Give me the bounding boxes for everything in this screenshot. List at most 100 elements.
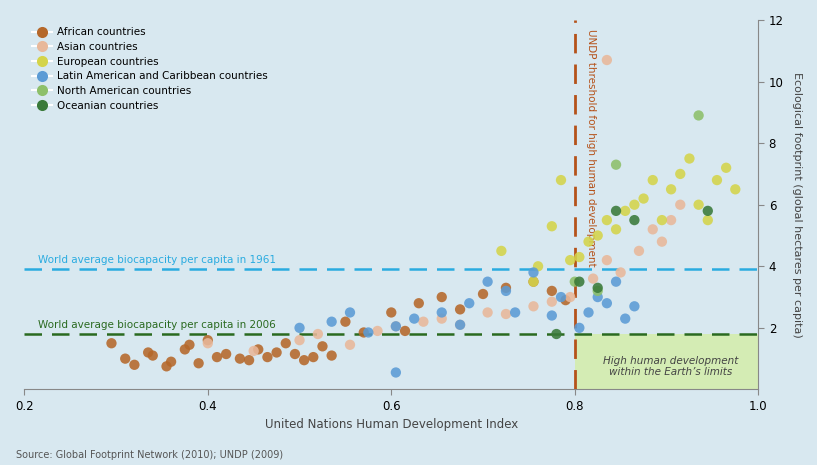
Point — [311, 330, 324, 338]
Point — [555, 293, 568, 301]
Point — [664, 186, 677, 193]
Point — [293, 324, 306, 332]
Point — [600, 56, 614, 64]
Point — [343, 309, 356, 316]
Point — [609, 278, 623, 286]
Point — [481, 278, 494, 286]
Point — [164, 358, 177, 365]
Point — [362, 329, 375, 336]
Point — [325, 352, 338, 359]
Point — [555, 176, 568, 184]
Point — [600, 216, 614, 224]
Point — [435, 309, 449, 316]
Point — [582, 309, 595, 316]
Point — [683, 155, 696, 162]
Point — [632, 247, 645, 255]
Point — [627, 201, 641, 208]
Point — [243, 357, 256, 364]
Point — [435, 293, 449, 301]
Point — [618, 315, 632, 322]
Point — [692, 201, 705, 208]
Point — [105, 339, 118, 347]
Point — [261, 353, 274, 361]
Point — [674, 170, 687, 178]
Text: Source: Global Footprint Network (2010); UNDP (2009): Source: Global Footprint Network (2010);… — [16, 450, 283, 460]
Point — [399, 327, 412, 335]
Point — [357, 329, 370, 336]
Point — [390, 323, 403, 330]
Point — [453, 321, 467, 328]
Point — [545, 312, 558, 319]
Point — [201, 339, 214, 347]
Point — [609, 161, 623, 168]
Point — [509, 309, 522, 316]
Point — [178, 345, 191, 353]
Point — [674, 201, 687, 208]
X-axis label: United Nations Human Development Index: United Nations Human Development Index — [265, 418, 518, 432]
Point — [573, 324, 586, 332]
Point — [592, 287, 605, 295]
Point — [564, 293, 577, 301]
Point — [573, 253, 586, 261]
Point — [587, 275, 600, 282]
Point — [527, 278, 540, 286]
Point — [609, 226, 623, 233]
Point — [288, 350, 301, 358]
Point — [692, 112, 705, 119]
Point — [655, 216, 668, 224]
Point — [532, 263, 545, 270]
Point — [545, 287, 558, 295]
Point — [220, 350, 233, 358]
Point — [279, 339, 292, 347]
Point — [573, 278, 586, 286]
Point — [527, 269, 540, 276]
Text: World average biocapacity per capita in 1961: World average biocapacity per capita in … — [38, 255, 276, 265]
Point — [592, 284, 605, 292]
Point — [128, 361, 141, 369]
Point — [592, 293, 605, 301]
Point — [600, 256, 614, 264]
Point — [600, 299, 614, 307]
Legend: African countries, Asian countries, European countries, Latin American and Carib: African countries, Asian countries, Euro… — [29, 25, 270, 113]
Point — [453, 306, 467, 313]
Point — [564, 256, 577, 264]
Point — [481, 309, 494, 316]
Point — [453, 321, 467, 328]
Point — [476, 290, 489, 298]
Point — [408, 315, 421, 322]
Point — [297, 357, 310, 364]
Point — [646, 226, 659, 233]
Point — [201, 337, 214, 344]
Point — [618, 207, 632, 214]
Point — [247, 347, 260, 355]
Point — [499, 287, 512, 295]
Point — [160, 363, 173, 370]
Point — [462, 299, 475, 307]
Text: UNDP threshold for high human development: UNDP threshold for high human developmen… — [586, 29, 596, 267]
Point — [655, 238, 668, 246]
Point — [316, 343, 329, 350]
Text: World average biocapacity per capita in 2006: World average biocapacity per capita in … — [38, 320, 276, 330]
Point — [559, 296, 572, 304]
Point — [627, 216, 641, 224]
Point — [371, 327, 384, 335]
Bar — [575, 334, 758, 389]
Point — [701, 207, 714, 214]
Point — [234, 355, 247, 362]
Point — [609, 207, 623, 214]
Point — [390, 323, 403, 330]
Point — [146, 352, 159, 359]
Point — [527, 303, 540, 310]
Point — [413, 299, 426, 307]
Point — [614, 269, 627, 276]
Point — [550, 330, 563, 338]
Point — [545, 298, 558, 306]
Point — [720, 164, 733, 172]
Point — [293, 337, 306, 344]
Point — [252, 345, 265, 353]
Text: High human development
within the Earth’s limits: High human development within the Earth’… — [604, 356, 739, 377]
Point — [343, 341, 356, 348]
Point — [141, 349, 154, 356]
Point — [527, 278, 540, 286]
Point — [499, 310, 512, 318]
